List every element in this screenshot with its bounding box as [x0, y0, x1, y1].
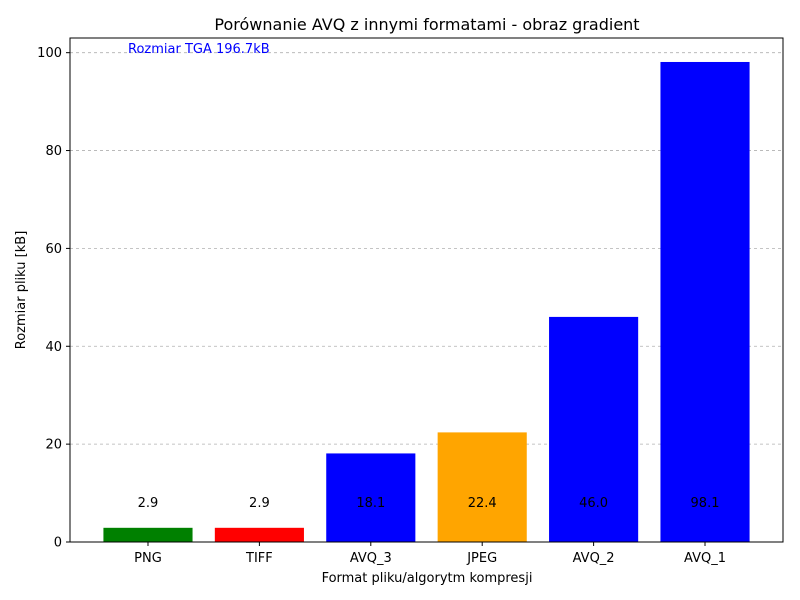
- bar-avq-3: [326, 453, 416, 542]
- bar-jpeg: [437, 432, 527, 542]
- value-labels: 2.9 2.9 18.1 22.4 46.0 98.1: [138, 496, 720, 511]
- x-axis-label: Format pliku/algorytm kompresji: [322, 571, 533, 586]
- y-tick-label: 0: [54, 536, 62, 551]
- bars: [103, 61, 750, 543]
- value-label: 46.0: [579, 496, 608, 511]
- tga-size-annotation: Rozmiar TGA 196.7kB: [128, 42, 270, 57]
- value-label: 98.1: [691, 496, 720, 511]
- value-label: 2.9: [138, 496, 159, 511]
- y-tick-label: 20: [45, 438, 62, 453]
- x-tick-label: AVQ_3: [350, 551, 392, 566]
- bar-avq-1: [660, 61, 750, 543]
- y-tick-label: 80: [45, 144, 62, 159]
- x-tick-label: PNG: [134, 551, 162, 566]
- x-tick-label: AVQ_2: [573, 551, 615, 566]
- x-tick-label: TIFF: [245, 551, 273, 566]
- value-label: 18.1: [356, 496, 385, 511]
- bar-avq-2: [549, 316, 639, 542]
- y-tick-label: 60: [45, 242, 62, 257]
- chart-title: Porównanie AVQ z innymi formatami - obra…: [214, 15, 639, 34]
- y-tick-label: 40: [45, 340, 62, 355]
- bar-png: [103, 527, 193, 542]
- value-label: 2.9: [249, 496, 270, 511]
- bar-tiff: [214, 527, 304, 542]
- y-axis-label: Rozmiar pliku [kB]: [14, 231, 29, 350]
- value-label: 22.4: [468, 496, 497, 511]
- x-tick-label: AVQ_1: [684, 551, 726, 566]
- x-tick-label: JPEG: [466, 551, 497, 566]
- y-ticks: 0 20 40 60 80 100: [37, 46, 70, 551]
- x-ticks: PNG TIFF AVQ_3 JPEG AVQ_2 AVQ_1: [134, 542, 726, 566]
- plot-frame: [69, 37, 784, 543]
- y-tick-label: 100: [37, 46, 62, 61]
